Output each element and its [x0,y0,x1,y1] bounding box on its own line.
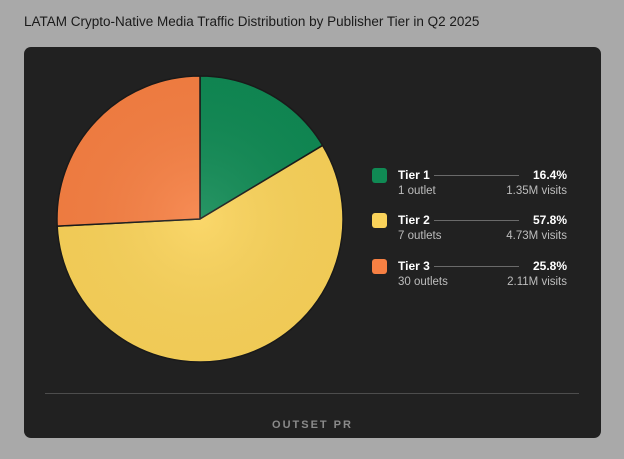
legend-visits-tier-1: 1.35M visits [506,185,567,197]
legend-label-tier-3: Tier 3 [398,259,430,273]
legend-swatch-tier-3 [372,259,387,274]
leader-line [434,266,519,267]
legend-outlets-tier-3: 30 outlets [398,276,448,288]
legend-outlets-tier-2: 7 outlets [398,230,442,242]
footer-divider [45,393,579,394]
legend-item-tier-1: Tier 1 16.4% 1 outlet 1.35M visits [372,165,567,201]
legend-swatch-tier-2 [372,213,387,228]
legend-visits-tier-2: 4.73M visits [506,230,567,242]
legend-item-tier-3: Tier 3 25.8% 30 outlets 2.11M visits [372,256,567,292]
chart-title: LATAM Crypto-Native Media Traffic Distri… [24,14,480,29]
pie-slice-tier-3 [56,75,201,227]
legend-item-tier-2: Tier 2 57.8% 7 outlets 4.73M visits [372,210,567,246]
leader-line [434,175,519,176]
legend-visits-tier-3: 2.11M visits [507,276,567,288]
legend-percent-tier-1: 16.4% [532,168,567,182]
legend-outlets-tier-1: 1 outlet [398,185,436,197]
chart-card: Tier 1 16.4% 1 outlet 1.35M visits Tier … [24,47,601,438]
legend-label-tier-1: Tier 1 [398,168,430,182]
legend-label-tier-2: Tier 2 [398,213,430,227]
leader-line [434,220,519,221]
legend-percent-tier-3: 25.8% [532,259,567,273]
brand-logo: OUTSET PR [272,419,353,431]
legend-percent-tier-2: 57.8% [532,213,567,227]
legend-swatch-tier-1 [372,168,387,183]
